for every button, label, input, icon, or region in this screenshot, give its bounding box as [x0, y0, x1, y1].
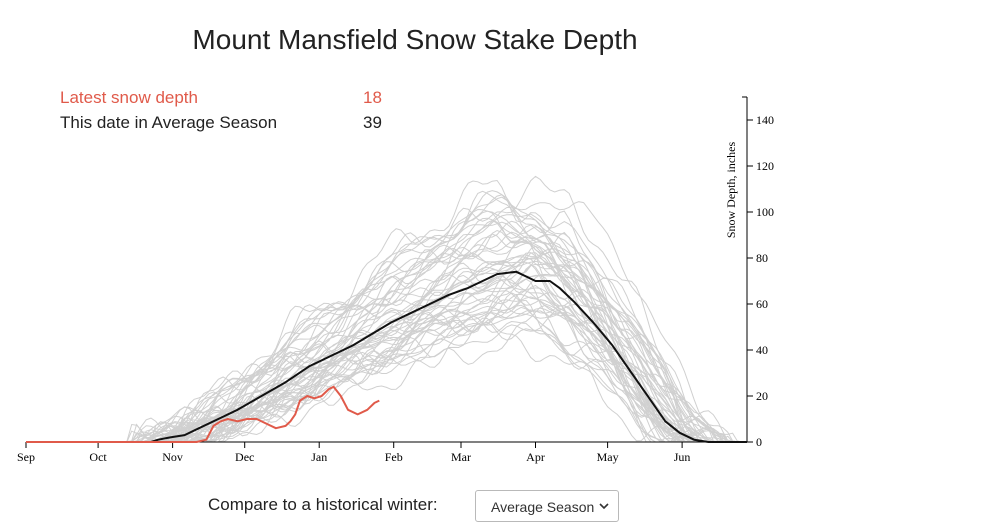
y-tick-label: 120	[756, 159, 774, 173]
y-tick-label: 80	[756, 251, 768, 265]
historical-season-line	[98, 208, 747, 443]
y-tick-label: 60	[756, 297, 768, 311]
highlighted-series-layer	[26, 270, 747, 443]
current-season-line	[26, 385, 380, 443]
x-tick-label: Apr	[526, 450, 545, 464]
y-tick-label: 20	[756, 389, 768, 403]
page-title: Mount Mansfield Snow Stake Depth	[192, 24, 638, 55]
x-tick-label: Jan	[311, 450, 327, 464]
historical-season-line	[98, 194, 747, 443]
historical-season-line	[98, 210, 747, 443]
historical-season-line	[98, 196, 747, 443]
y-tick-label: 0	[756, 435, 762, 449]
x-tick-label: Jun	[674, 450, 691, 464]
historical-season-line	[98, 304, 747, 443]
latest-snow-depth-value: 18	[363, 88, 382, 107]
historical-season-line	[98, 201, 748, 443]
historical-winter-select[interactable]: Average Season	[475, 490, 619, 522]
x-tick-label: Oct	[89, 450, 107, 464]
x-tick-label: Feb	[385, 450, 403, 464]
historical-season-line	[98, 291, 747, 443]
historical-season-line	[98, 231, 747, 443]
y-tick-label: 140	[756, 113, 774, 127]
historical-season-line	[98, 175, 747, 443]
historical-season-line	[98, 324, 747, 443]
historical-season-line	[98, 317, 747, 443]
y-tick-label: 40	[756, 343, 768, 357]
chevron-down-icon	[599, 503, 609, 510]
x-tick-label: Mar	[451, 450, 471, 464]
average-season-line	[26, 270, 747, 443]
x-tick-label: May	[597, 450, 619, 464]
compare-label: Compare to a historical winter:	[208, 495, 438, 514]
historical-season-line	[98, 305, 747, 443]
historical-season-line	[98, 248, 747, 443]
x-tick-label: Sep	[17, 450, 35, 464]
historical-season-line	[98, 190, 747, 443]
average-season-depth-value: 39	[363, 113, 382, 132]
historical-season-line	[98, 310, 747, 443]
historical-winter-select-value: Average Season	[491, 499, 595, 515]
historical-season-line	[98, 217, 747, 443]
historical-seasons-layer	[98, 175, 748, 443]
y-axis-title: Snow Depth, inches	[724, 142, 738, 239]
average-season-depth-label: This date in Average Season	[60, 113, 278, 132]
snow-depth-chart: Sep Oct Nov Dec Jan Feb Mar Apr May Jun 0 20 40 60 80 1…	[17, 96, 774, 464]
historical-season-line	[98, 190, 747, 443]
y-tick-label: 100	[756, 205, 774, 219]
historical-season-line	[98, 290, 747, 443]
x-tick-label: Nov	[162, 450, 183, 464]
x-tick-label: Dec	[235, 450, 254, 464]
axes-layer: Sep Oct Nov Dec Jan Feb Mar Apr May Jun 0 20 40 60 80 1…	[17, 96, 774, 464]
latest-snow-depth-label: Latest snow depth	[60, 88, 198, 107]
